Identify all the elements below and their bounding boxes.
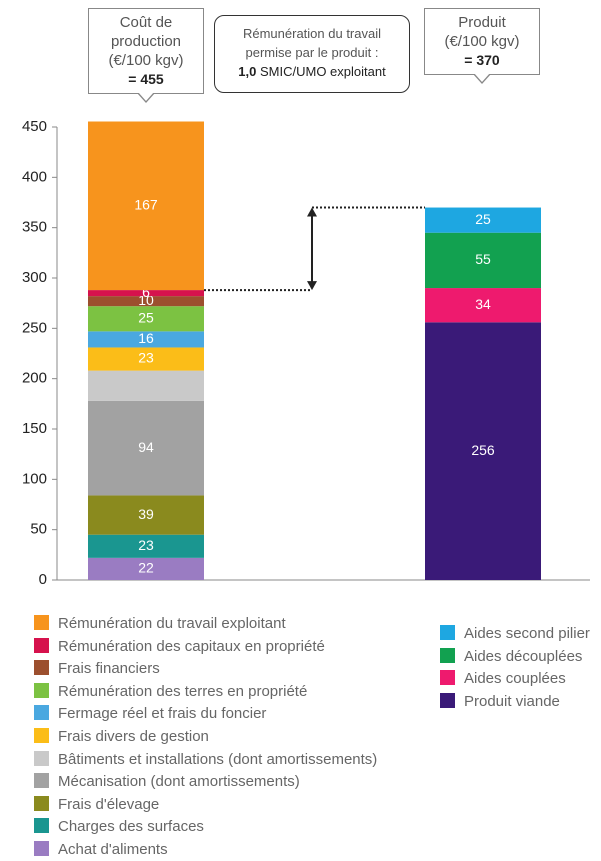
- bar-segment: [425, 288, 541, 323]
- value-label: 39: [138, 506, 154, 522]
- bar-segment: [425, 322, 541, 580]
- legend-label: Fermage réel et frais du foncier: [58, 705, 267, 723]
- legend-item: Achat d'aliments: [34, 841, 168, 857]
- legend-label: Charges des surfaces: [58, 818, 204, 836]
- callout: Coût de production (€/100 kgv) = 455: [88, 8, 204, 103]
- legend-item: Frais financiers: [34, 660, 160, 676]
- legend-label: Achat d'aliments: [58, 841, 168, 858]
- legend-label: Frais d'élevage: [58, 795, 160, 813]
- value-label: 34: [475, 296, 491, 312]
- value-label: 167: [134, 197, 158, 213]
- y-tick-label: 100: [22, 470, 47, 487]
- total-label: = 370: [464, 52, 500, 68]
- value-label: 22: [138, 560, 154, 576]
- legend-item: Frais d'élevage: [34, 795, 160, 813]
- bar-segment: [88, 296, 204, 307]
- value-label: 94: [138, 439, 154, 455]
- value-label: 16: [138, 330, 154, 346]
- legend-swatch: [34, 818, 49, 834]
- legend-swatch: [34, 705, 49, 721]
- value-label: 25: [475, 211, 491, 227]
- legend-swatch: [440, 625, 455, 640]
- y-tick-label: 50: [30, 521, 47, 538]
- bar-segment: [88, 306, 204, 332]
- legend-item: Aides découplées: [440, 647, 583, 665]
- legend-item: Aides second pilier: [440, 625, 590, 641]
- legend-swatch: [34, 660, 49, 676]
- annotation: Rémunération du travail permise par le p…: [242, 26, 382, 60]
- legend-item: Produit viande: [440, 692, 560, 710]
- legend-swatch: [440, 647, 455, 663]
- legend-item: Rémunération des capitaux en propriété: [34, 637, 325, 655]
- legend-swatch: [34, 773, 49, 789]
- legend-item: Aides couplées: [440, 670, 566, 686]
- legend-label: Aides second pilier: [464, 625, 590, 642]
- annotation-unit: SMIC/UMO exploitant: [260, 64, 386, 79]
- bar-segment: [88, 331, 204, 348]
- bar-segment: [88, 534, 204, 558]
- chart: 0 50 100 150 200 250 300 350 400 450 22 23 39 94 23 16 2…: [22, 118, 590, 588]
- value-label: 25: [138, 309, 154, 325]
- legend-swatch: [34, 682, 49, 698]
- value-label: 23: [138, 537, 154, 553]
- y-tick-label: 350: [22, 219, 47, 236]
- y-tick-label: 300: [22, 269, 47, 286]
- legend-label: Frais divers de gestion: [58, 728, 209, 745]
- y-tick-label: 400: [22, 168, 47, 185]
- y-tick-label: 0: [39, 571, 47, 588]
- legend-item: Fermage réel et frais du foncier: [34, 705, 266, 721]
- arrow-head: [307, 281, 317, 291]
- bar-segment: [88, 557, 204, 580]
- y-tick-label: 250: [22, 319, 47, 336]
- legend-label: Frais financiers: [58, 660, 160, 678]
- total-label: = 455: [128, 71, 164, 87]
- legend-swatch: [34, 795, 49, 811]
- legend-label: Rémunération des capitaux en propriété: [58, 637, 325, 655]
- legend-swatch: [34, 615, 49, 630]
- legend-item: Bâtiments et installations (dont amortis…: [34, 750, 378, 768]
- legend-label: Rémunération des terres en propriété: [58, 682, 308, 700]
- value-label: 6: [142, 284, 150, 300]
- arrow-head: [307, 207, 317, 217]
- category-label: Produit (€/100 kgv): [444, 14, 520, 50]
- legend-swatch: [440, 670, 455, 686]
- y-tick-label: 150: [22, 420, 47, 437]
- legend-label: Bâtiments et installations (dont amortis…: [58, 750, 378, 768]
- bar-segment: [88, 290, 204, 297]
- y-tick-label: 200: [22, 370, 47, 387]
- value-label: 55: [475, 251, 491, 267]
- y-tick-label: 450: [22, 118, 47, 135]
- legend-swatch: [34, 841, 49, 856]
- bar-segment: [88, 370, 204, 401]
- legend-label: Produit viande: [464, 692, 560, 710]
- bar-segment: [425, 232, 541, 289]
- legend-swatch: [34, 750, 49, 766]
- value-label: 23: [138, 350, 154, 366]
- bar-segment: [88, 400, 204, 496]
- bar-segment: [88, 121, 204, 291]
- legend-label: Aides découplées: [464, 647, 583, 665]
- legend-label: Rémunération du travail exploitant: [58, 615, 286, 632]
- legend-item: Rémunération du travail exploitant: [34, 615, 286, 631]
- legend-label: Aides couplées: [464, 670, 566, 688]
- value-label: 256: [471, 442, 495, 458]
- bar-segment: [88, 495, 204, 535]
- annotation-value: 1,0: [238, 64, 257, 79]
- bar-segment: [425, 207, 541, 233]
- legend-swatch: [34, 728, 49, 743]
- legend-item: Rémunération des terres en propriété: [34, 682, 308, 700]
- legend-swatch: [440, 692, 455, 708]
- callout: Produit (€/100 kgv) = 370: [424, 8, 540, 84]
- annotation-box: Rémunération du travail permise par le p…: [214, 15, 410, 93]
- legend-label: Mécanisation (dont amortissements): [58, 773, 300, 791]
- legend-item: Charges des surfaces: [34, 818, 204, 834]
- legend-swatch: [34, 637, 49, 653]
- annotation-line: 1,0 SMIC/UMO exploitant: [221, 62, 403, 81]
- legend-item: Frais divers de gestion: [34, 728, 209, 744]
- bar-segment: [88, 347, 204, 371]
- category-label: Coût de production (€/100 kgv): [108, 14, 184, 69]
- legend-item: Mécanisation (dont amortissements): [34, 773, 300, 789]
